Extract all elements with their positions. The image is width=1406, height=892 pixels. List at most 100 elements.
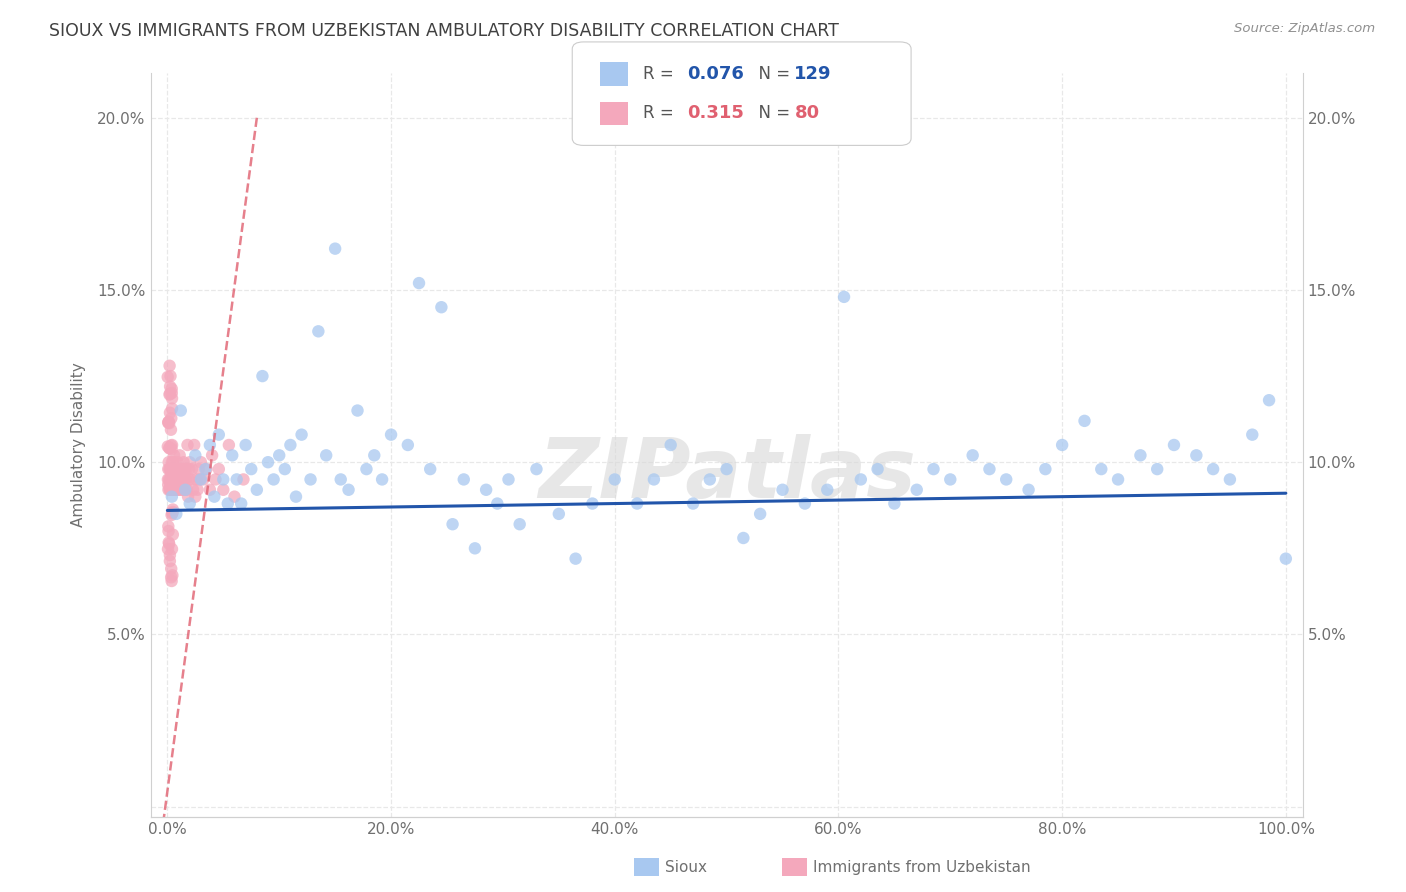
Point	[163, 448, 186, 462]
Text: 129: 129	[794, 65, 832, 83]
Point	[380, 427, 402, 442]
Point	[165, 507, 187, 521]
Point	[160, 542, 183, 557]
Point	[160, 439, 183, 453]
Point	[162, 505, 184, 519]
Point	[195, 462, 218, 476]
Text: R =: R =	[643, 65, 679, 83]
Point	[979, 462, 1001, 476]
Point	[475, 483, 498, 497]
Point	[156, 440, 179, 454]
Point	[176, 438, 198, 452]
Point	[1050, 438, 1073, 452]
Point	[564, 551, 586, 566]
Point	[159, 483, 181, 497]
Point	[995, 472, 1018, 486]
Point	[160, 455, 183, 469]
Point	[157, 416, 180, 430]
Point	[274, 462, 297, 476]
Point	[1035, 462, 1057, 476]
Point	[257, 455, 280, 469]
Point	[733, 531, 755, 545]
Point	[323, 242, 346, 256]
Point	[204, 472, 226, 486]
Text: R =: R =	[643, 104, 679, 122]
Point	[162, 568, 184, 582]
Point	[174, 483, 197, 497]
Point	[716, 462, 738, 476]
Point	[172, 483, 194, 497]
Point	[181, 483, 204, 497]
Point	[157, 519, 180, 533]
Point	[159, 477, 181, 491]
Point	[883, 497, 905, 511]
Point	[626, 497, 648, 511]
Point	[1258, 393, 1281, 408]
Point	[962, 448, 984, 462]
Text: Immigrants from Uzbekistan: Immigrants from Uzbekistan	[813, 860, 1031, 874]
Point	[170, 462, 193, 476]
Point	[181, 462, 204, 476]
Point	[160, 423, 183, 437]
Point	[246, 483, 269, 497]
Point	[166, 483, 188, 497]
Point	[170, 403, 193, 417]
Point	[165, 472, 187, 486]
Text: SIOUX VS IMMIGRANTS FROM UZBEKISTAN AMBULATORY DISABILITY CORRELATION CHART: SIOUX VS IMMIGRANTS FROM UZBEKISTAN AMBU…	[49, 22, 839, 40]
Point	[202, 490, 225, 504]
Point	[307, 324, 329, 338]
Point	[162, 527, 184, 541]
Point	[160, 506, 183, 520]
Point	[170, 483, 193, 497]
Point	[498, 472, 520, 486]
Point	[441, 517, 464, 532]
Point	[160, 442, 183, 457]
Point	[793, 497, 815, 511]
Point	[315, 448, 337, 462]
Point	[547, 507, 569, 521]
Point	[363, 448, 385, 462]
Point	[160, 386, 183, 401]
Point	[235, 438, 257, 452]
Point	[218, 438, 240, 452]
Point	[191, 472, 214, 486]
Point	[162, 472, 184, 486]
Point	[166, 462, 188, 476]
Point	[157, 537, 180, 551]
Point	[157, 535, 180, 549]
Point	[252, 369, 274, 384]
Point	[190, 472, 212, 486]
Point	[160, 483, 183, 497]
Point	[849, 472, 872, 486]
Point	[160, 562, 183, 576]
Point	[157, 462, 180, 476]
Point	[815, 483, 838, 497]
Point	[581, 497, 603, 511]
Point	[157, 472, 180, 486]
Point	[184, 448, 207, 462]
Y-axis label: Ambulatory Disability: Ambulatory Disability	[72, 363, 86, 527]
Point	[157, 416, 180, 430]
Point	[217, 497, 239, 511]
Point	[166, 483, 188, 497]
Point	[173, 455, 195, 469]
Point	[231, 497, 253, 511]
Point	[177, 490, 200, 504]
Point	[170, 472, 193, 486]
Point	[174, 483, 197, 497]
Point	[1129, 448, 1152, 462]
Text: N =: N =	[748, 65, 796, 83]
Point	[159, 379, 181, 393]
Point	[232, 472, 254, 486]
Point	[198, 438, 221, 452]
Point	[159, 369, 181, 384]
Point	[162, 465, 184, 479]
Point	[188, 472, 211, 486]
Point	[163, 472, 186, 486]
Point	[212, 483, 235, 497]
Point	[179, 455, 201, 469]
Point	[160, 574, 183, 588]
Point	[371, 472, 394, 486]
Point	[346, 403, 368, 417]
Point	[167, 462, 190, 476]
